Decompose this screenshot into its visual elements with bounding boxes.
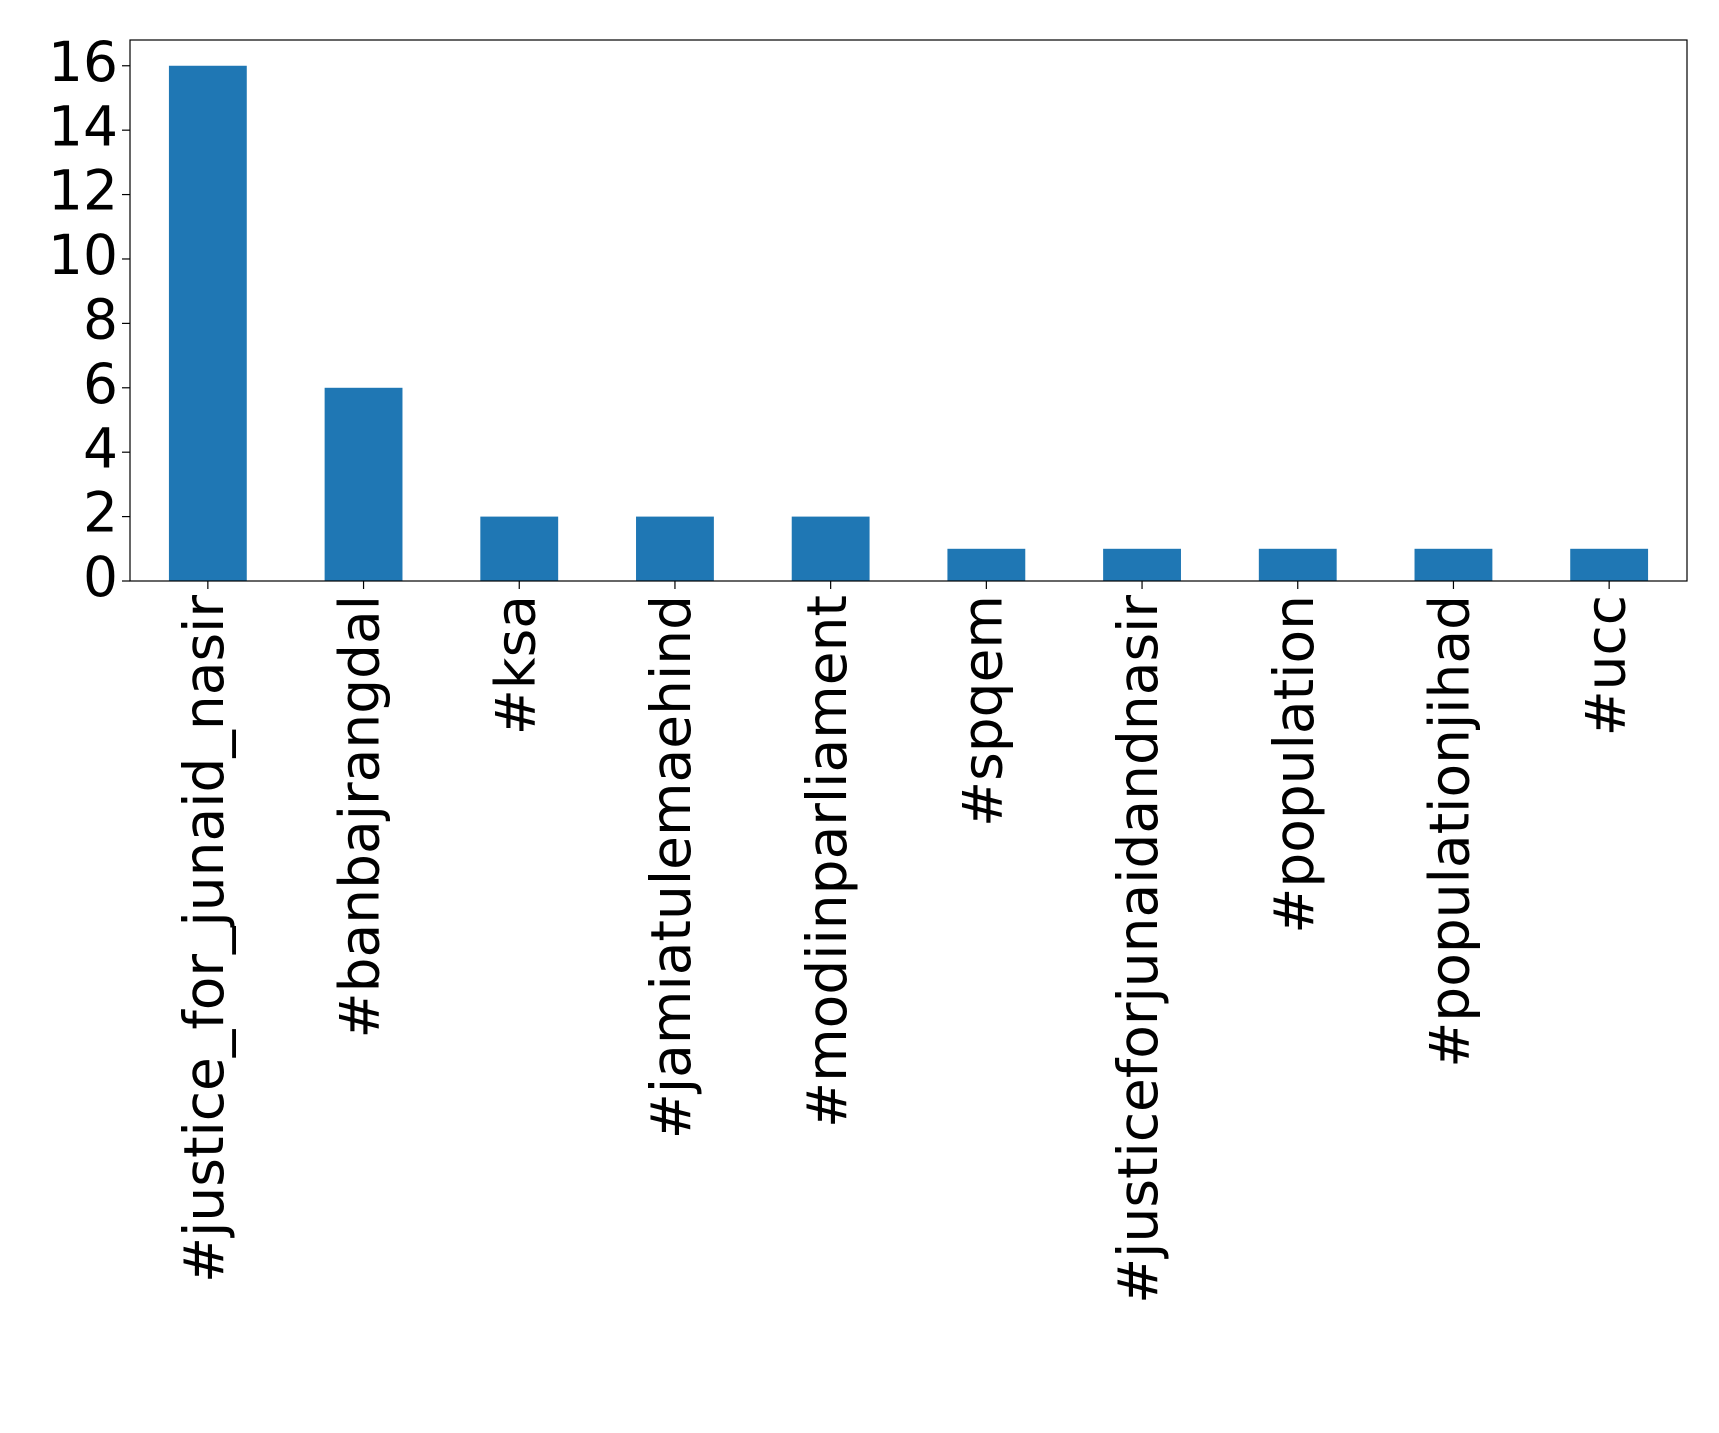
x-tick-label: #population [1262,595,1326,934]
x-tick-label: #modiinparliament [795,595,859,1128]
plot-frame [129,39,1688,582]
y-tick-label: 0 [83,545,118,609]
x-tick-label: #ksa [483,595,547,735]
x-tick-label: #banbajrangdal [328,595,392,1038]
y-tick-label: 14 [48,94,118,158]
y-tick-label: 8 [83,288,118,352]
y-tick-label: 16 [48,30,118,94]
y-tick-label: 6 [83,352,118,416]
x-tick-label: #jamiatulemaehind [639,595,703,1139]
bar [324,387,403,581]
bar [1258,548,1337,581]
bar [1414,548,1493,581]
x-tick-label: #populationjihad [1418,595,1482,1068]
y-tick-label: 10 [48,223,118,287]
x-tick-label: #justice_for_junaid_nasir [172,595,236,1283]
y-tick-label: 4 [83,416,118,480]
bar [636,516,714,581]
y-tick-label: 12 [48,159,118,223]
bar [480,516,559,581]
bar [791,516,870,581]
bar [168,65,247,581]
bar [1103,548,1181,581]
x-tick-label: #ucc [1573,595,1637,736]
x-tick-label: #justiceforjunaidandnasir [1106,595,1170,1304]
y-tick-label: 2 [83,481,118,545]
bar [947,548,1026,581]
bar [1570,548,1649,581]
x-tick-label: #spqem [950,595,1014,827]
